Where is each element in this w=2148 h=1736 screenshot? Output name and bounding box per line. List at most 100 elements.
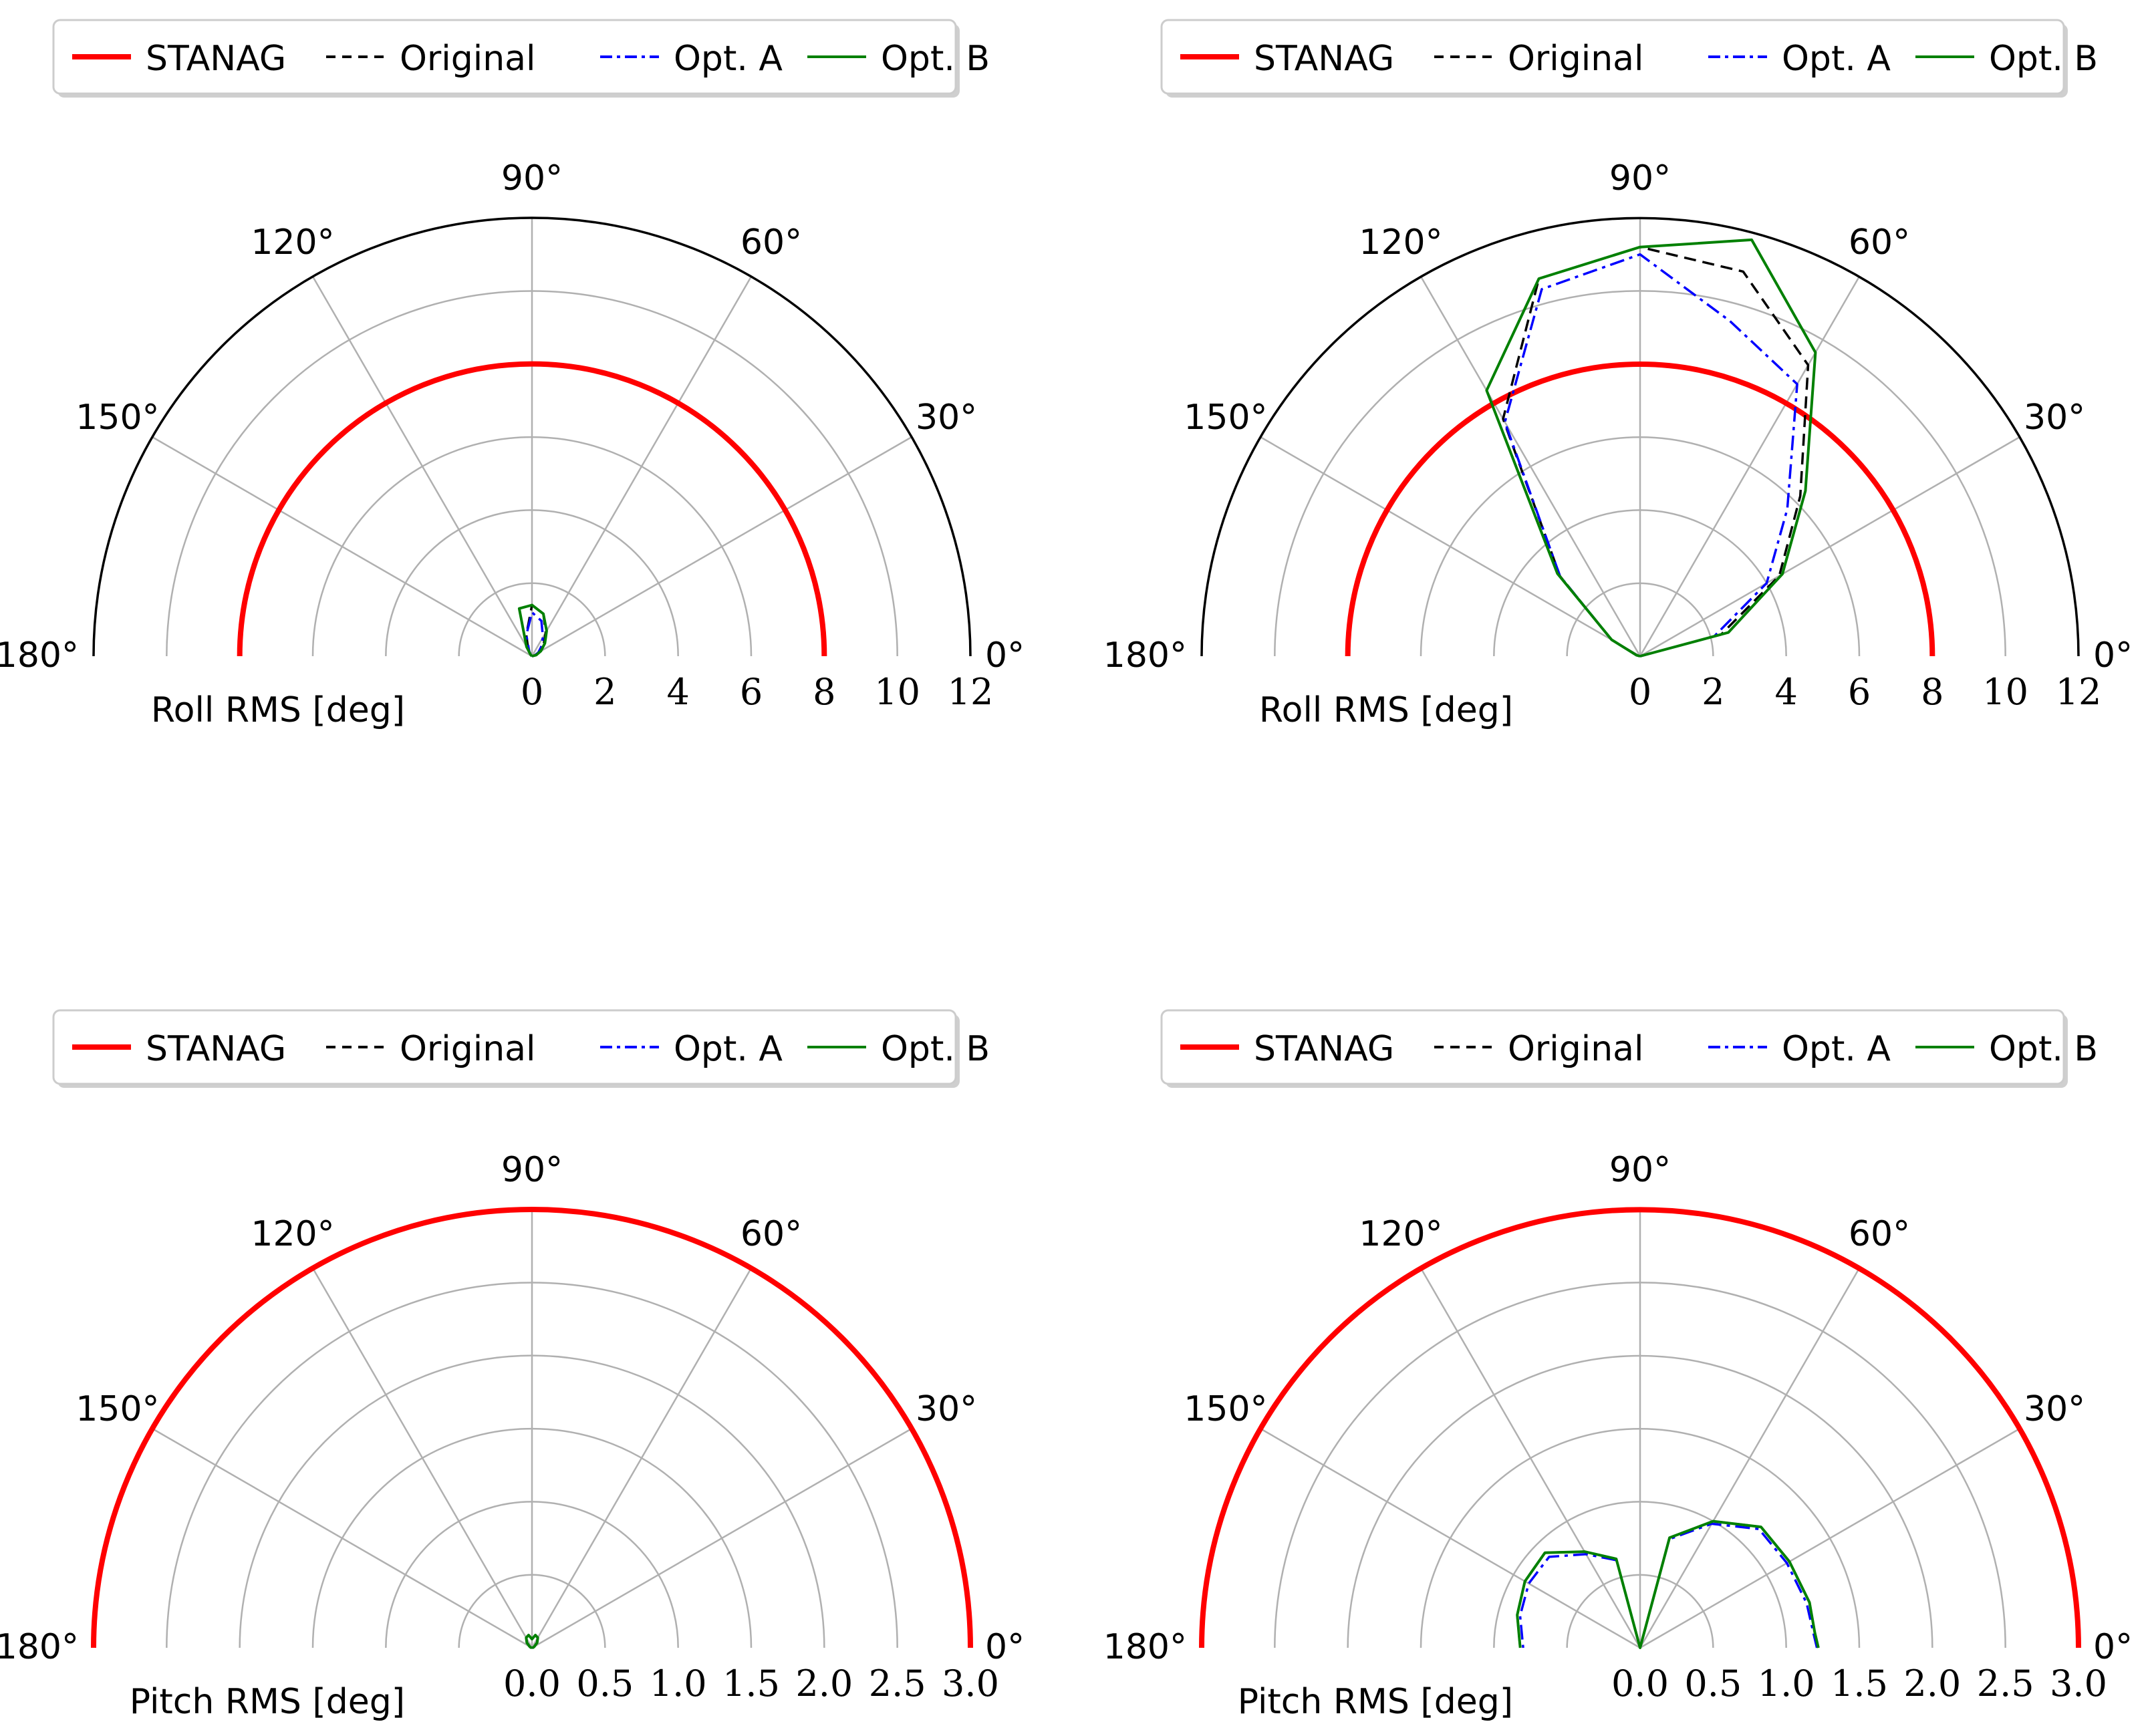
legend-box (52, 19, 957, 95)
grid-spoke (1420, 1268, 1641, 1648)
grid-spoke (531, 276, 753, 657)
angle-tick-label: 120° (1359, 223, 1442, 263)
radial-tick-label: 1.0 (650, 1662, 707, 1705)
radial-tick-label: 2 (593, 671, 616, 713)
radial-tick-label: 0.5 (1684, 1662, 1742, 1705)
angle-tick-label: 120° (251, 223, 334, 263)
legend-label: Original (400, 39, 535, 79)
radial-tick-label: 0.0 (1611, 1662, 1669, 1705)
legend-label: Opt. B (1989, 1029, 2098, 1069)
angle-tick-label: 60° (741, 1214, 802, 1254)
radial-tick-label: 12 (2056, 671, 2102, 713)
radial-tick-label: 1.5 (1831, 1662, 1888, 1705)
grid-spoke (1639, 436, 2020, 658)
stanag-limit-line (1199, 1207, 2081, 1648)
series-line-opt-a (1503, 253, 1798, 658)
radial-tick-label: 8 (1921, 671, 1943, 713)
legend-label: STANAG (146, 39, 286, 79)
radial-tick-label: 2.5 (1977, 1662, 2034, 1705)
radial-tick-label: 0 (1629, 671, 1651, 713)
legend-label: Opt. B (881, 39, 990, 79)
legend-label: Opt. B (881, 1029, 990, 1069)
axis-label: Pitch RMS [deg] (130, 1682, 405, 1722)
angle-tick-label: 150° (76, 1389, 159, 1429)
legend-label: Original (1508, 39, 1643, 79)
angle-tick-label: 30° (2024, 398, 2085, 438)
radial-tick-label: 4 (666, 671, 689, 713)
grid-spoke (1260, 436, 1641, 658)
legend-box (1160, 19, 2065, 95)
grid-spoke (531, 436, 912, 658)
polar-panel-2: 0° 30° 60° 90° 120° 150° 180° 0 2 4 6 8 10 12 Roll RMS… (1103, 19, 2133, 730)
grid-spoke (311, 276, 533, 657)
angle-tick-label: 90° (501, 158, 563, 198)
angle-tick-label: 180° (0, 1627, 79, 1667)
radial-tick-label: 2.0 (1903, 1662, 1961, 1705)
radial-tick-label: 3.0 (942, 1662, 999, 1705)
polar-panel-4: 0° 30° 60° 90° 120° 150° 180° 0.0 0.5 1.0 1.5 2.0 2.… (1103, 1009, 2133, 1722)
radial-tick-label: 6 (1848, 671, 1871, 713)
legend-label: STANAG (1254, 39, 1394, 79)
legend-label: Opt. A (674, 39, 783, 79)
radial-tick-label: 8 (813, 671, 835, 713)
legend: STANAG Original Opt. A Opt. B (52, 19, 990, 98)
angle-tick-label: 180° (1103, 635, 1187, 676)
legend-label: Opt. A (1782, 39, 1891, 79)
angle-tick-label: 30° (916, 1389, 977, 1429)
radial-tick-label: 0 (521, 671, 543, 713)
legend-label: Opt. A (1782, 1029, 1891, 1069)
legend-label: Original (1508, 1029, 1643, 1069)
grid-spoke (152, 436, 533, 658)
grid-spoke (1639, 1268, 1861, 1648)
grid-spoke (311, 1268, 533, 1648)
radial-tick-label: 10 (874, 671, 920, 713)
radial-tick-label: 0.5 (576, 1662, 634, 1705)
legend-box (52, 1009, 957, 1085)
radial-tick-label: 10 (1982, 671, 2028, 713)
angle-tick-label: 0° (2093, 1627, 2133, 1667)
angle-tick-label: 120° (251, 1214, 334, 1254)
legend: STANAG Original Opt. A Opt. B (1160, 19, 2098, 98)
polar-frame (1200, 216, 2080, 657)
angle-tick-label: 60° (1849, 1214, 1910, 1254)
axis-label: Roll RMS [deg] (1259, 690, 1513, 730)
legend: STANAG Original Opt. A Opt. B (1160, 1009, 2098, 1088)
radial-tick-label: 1.5 (722, 1662, 780, 1705)
radial-tick-label: 1.0 (1758, 1662, 1815, 1705)
angle-tick-label: 60° (741, 223, 802, 263)
stanag-limit-line (91, 1207, 973, 1648)
axis-label: Roll RMS [deg] (151, 690, 405, 730)
angle-tick-label: 0° (2093, 635, 2133, 676)
grid-spoke (152, 1427, 533, 1649)
radial-tick-label: 12 (948, 671, 994, 713)
legend: STANAG Original Opt. A Opt. B (52, 1009, 990, 1088)
legend-box (1160, 1009, 2065, 1085)
radial-tick-label: 2.5 (869, 1662, 926, 1705)
angle-tick-label: 60° (1849, 223, 1910, 263)
radial-tick-label: 2 (1702, 671, 1724, 713)
series-line-opt-b (517, 603, 548, 658)
legend-label: STANAG (146, 1029, 286, 1069)
axis-label: Pitch RMS [deg] (1238, 1682, 1513, 1722)
series-line-opt-b (1485, 238, 1817, 658)
angle-tick-label: 90° (501, 1150, 563, 1190)
grid-spoke (1639, 276, 1861, 657)
radial-tick-label: 4 (1774, 671, 1797, 713)
angle-tick-label: 150° (1184, 398, 1267, 438)
grid-spoke (1639, 1427, 2020, 1649)
grid-spoke (531, 1427, 912, 1649)
angle-tick-label: 0° (985, 1627, 1025, 1667)
grid-spoke (531, 1268, 753, 1648)
angle-tick-label: 150° (1184, 1389, 1267, 1429)
series-line-opt-b (525, 1634, 539, 1649)
angle-tick-label: 30° (916, 398, 977, 438)
angle-tick-label: 150° (76, 398, 159, 438)
grid-spoke (1420, 276, 1641, 657)
polar-frame (92, 216, 972, 657)
polar-panel-1: 0° 30° 60° 90° 120° 150° 180° 0 2 4 6 8 10 12 Roll RMS… (0, 19, 1025, 730)
angle-tick-label: 180° (1103, 1627, 1187, 1667)
angle-tick-label: 180° (0, 635, 79, 676)
radial-tick-label: 6 (740, 671, 763, 713)
series-line-opt-a (1518, 1522, 1819, 1649)
